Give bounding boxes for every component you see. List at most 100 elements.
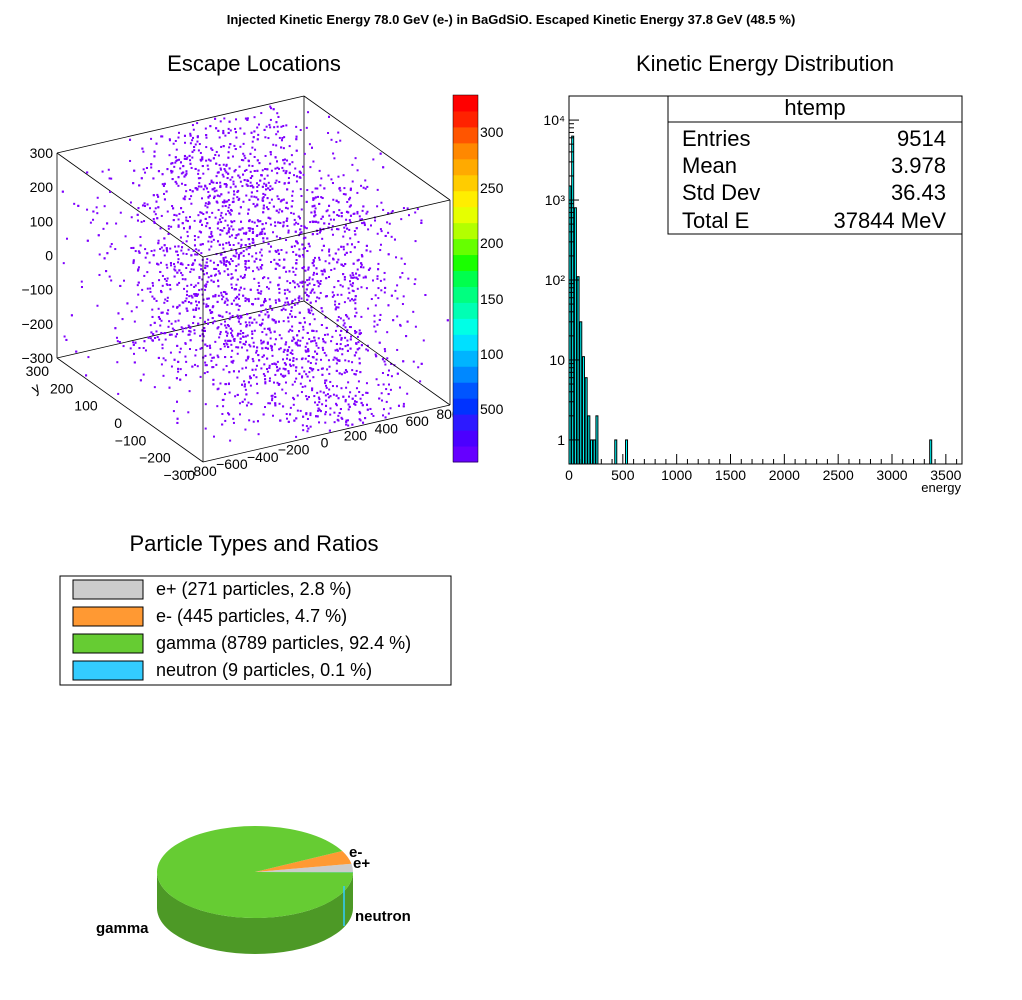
scatter-point	[275, 366, 278, 369]
scatter-point	[420, 362, 423, 365]
scatter-point	[259, 232, 262, 235]
scatter-point	[119, 284, 122, 287]
scatter-point	[177, 184, 180, 187]
scatter-point	[185, 219, 188, 222]
scatter-point	[274, 299, 277, 302]
scatter-point	[268, 366, 271, 369]
scatter-point	[261, 322, 264, 325]
scatter-point	[279, 237, 282, 240]
scatter-point	[306, 284, 309, 287]
scatter-point	[237, 263, 240, 266]
scatter-point	[242, 142, 245, 145]
scatter-point	[349, 214, 352, 217]
scatter-point	[283, 348, 286, 351]
scatter-point	[96, 196, 99, 199]
scatter-point	[322, 244, 325, 247]
palette-cell	[453, 206, 478, 224]
scatter-point	[343, 275, 346, 278]
scatter-point	[306, 342, 309, 345]
scatter-point	[246, 313, 249, 316]
scatter-point	[223, 270, 226, 273]
scatter-point	[184, 355, 187, 358]
scatter-point	[265, 184, 268, 187]
scatter-point	[358, 329, 361, 332]
scatter-point	[165, 283, 168, 286]
scatter-point	[256, 420, 259, 423]
scatter-point	[98, 253, 101, 256]
scatter-point	[349, 221, 352, 224]
scatter-point	[225, 326, 228, 329]
scatter-point	[261, 355, 264, 358]
scatter-point	[138, 251, 141, 254]
scatter-point	[354, 329, 357, 332]
scatter-point	[156, 262, 159, 265]
scatter-point	[220, 253, 223, 256]
scatter-point	[299, 228, 302, 231]
scatter-point	[358, 357, 361, 360]
scatter-point	[221, 201, 224, 204]
scatter-point	[237, 297, 240, 300]
scatter-point	[296, 242, 299, 245]
scatter-point	[353, 276, 356, 279]
scatter-point	[386, 331, 389, 334]
scatter-point	[173, 263, 176, 266]
scatter-point	[236, 303, 239, 306]
scatter-point	[320, 196, 323, 199]
scatter-point	[98, 273, 101, 276]
scatter-point	[225, 365, 228, 368]
scatter-point	[275, 121, 278, 124]
scatter-point	[216, 388, 219, 391]
scatter-point	[160, 363, 163, 366]
scatter-point	[325, 354, 328, 357]
scatter-point	[266, 197, 269, 200]
scatter-point	[200, 252, 203, 255]
scatter-point	[257, 354, 260, 357]
scatter-point	[361, 404, 364, 407]
scatter-point	[283, 289, 286, 292]
scatter-point	[311, 288, 314, 291]
scatter-point	[230, 286, 233, 289]
scatter-point	[324, 260, 327, 263]
scatter-point	[275, 235, 278, 238]
scatter-point	[115, 222, 118, 225]
page-title: Injected Kinetic Energy 78.0 GeV (e-) in…	[226, 12, 796, 27]
scatter-point	[212, 305, 215, 308]
scatter-point	[371, 279, 374, 282]
scatter-point	[158, 279, 161, 282]
scatter-point	[256, 138, 259, 141]
scatter-point	[285, 251, 288, 254]
scatter-point	[352, 274, 355, 277]
scatter-point	[208, 227, 211, 230]
scatter-point	[337, 175, 340, 178]
scatter-point	[237, 198, 240, 201]
scatter-point	[235, 303, 238, 306]
scatter-point	[276, 125, 279, 128]
scatter-point	[228, 228, 231, 231]
scatter-point	[277, 369, 280, 372]
scatter-point	[276, 263, 279, 266]
histogram-bar	[929, 439, 933, 465]
scatter-point	[308, 278, 311, 281]
scatter-point	[319, 229, 322, 232]
scatter-point	[328, 429, 331, 432]
box-edge	[202, 199, 451, 258]
scatter-point	[277, 320, 280, 323]
scatter-point	[269, 223, 272, 226]
scatter-point	[351, 423, 354, 426]
scatter-point	[231, 155, 234, 158]
scatter-point	[299, 188, 302, 191]
scatter-point	[328, 388, 331, 391]
scatter-point	[160, 311, 163, 314]
scatter-point	[361, 222, 364, 225]
scatter-point	[205, 305, 208, 308]
scatter-point	[286, 353, 289, 356]
palette-cell	[453, 254, 478, 272]
scatter-point	[185, 297, 188, 300]
scatter-point	[252, 374, 255, 377]
scatter-point	[225, 330, 228, 333]
scatter-point	[262, 341, 265, 344]
scatter-point	[247, 300, 250, 303]
scatter-point	[274, 321, 277, 324]
scatter-point	[177, 261, 180, 264]
